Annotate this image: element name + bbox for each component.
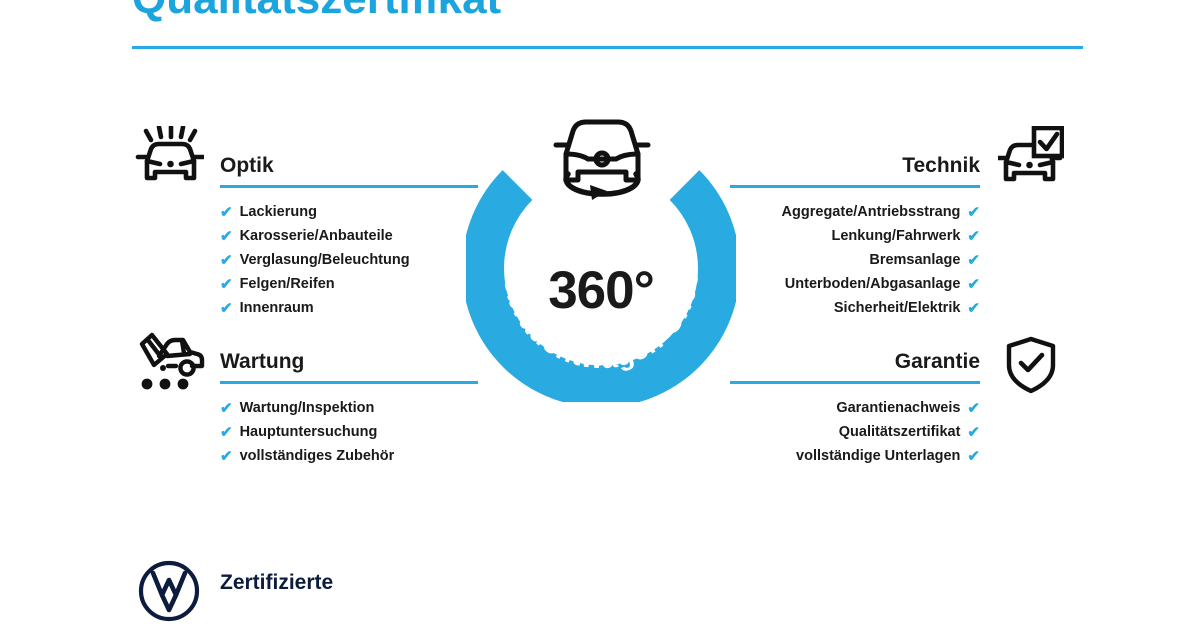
section-optik-list: ✔ Lackierung ✔ Karosserie/Anbauteile ✔ Verg… xyxy=(220,200,478,320)
check-icon: ✔ xyxy=(220,227,233,245)
list-item-label: Hauptuntersuchung xyxy=(239,424,378,440)
section-technik-divider xyxy=(730,185,980,188)
list-item: ✔ Lackierung xyxy=(220,200,478,224)
list-item-label: Unterboden/Abgasanlage xyxy=(784,276,961,292)
list-item-label: Wartung/Inspektion xyxy=(239,400,375,416)
check-icon: ✔ xyxy=(967,251,980,269)
list-item: Lenkung/Fahrwerk ✔ xyxy=(730,224,981,248)
list-item: vollständige Unterlagen ✔ xyxy=(730,444,980,468)
list-item: Bremsanlage ✔ xyxy=(730,248,980,272)
badge-ring: Gebrauchtwagen-Check xyxy=(466,140,736,402)
section-optik-divider xyxy=(220,185,478,188)
list-item-label: Lenkung/Fahrwerk xyxy=(831,228,961,244)
car-service-pencil-icon xyxy=(134,332,206,397)
section-garantie-divider xyxy=(730,381,980,384)
check-icon: ✔ xyxy=(967,299,980,317)
section-wartung-divider xyxy=(220,381,478,384)
list-item-label: Karosserie/Anbauteile xyxy=(239,228,393,244)
section-garantie-list: Garantienachweis ✔ Qualitätszertifikat ✔ v… xyxy=(730,396,980,468)
section-optik-header: Optik xyxy=(220,148,478,188)
section-technik-header: Technik xyxy=(730,148,980,188)
certificate-page: Qualitätszertifikat xyxy=(132,0,1083,622)
list-item: ✔ Hauptuntersuchung xyxy=(220,420,478,444)
badge-center-label: 360° xyxy=(548,261,655,320)
car-rotate-360-icon xyxy=(553,119,651,200)
car-front-checkbox-icon xyxy=(995,125,1065,193)
list-item-label: Aggregate/Antriebsstrang xyxy=(781,204,961,220)
section-wartung-header: Wartung xyxy=(220,344,478,384)
section-garantie-header: Garantie xyxy=(730,344,980,384)
list-item: Sicherheit/Elektrik ✔ xyxy=(730,296,980,320)
section-technik-title: Technik xyxy=(902,154,980,177)
check-icon: ✔ xyxy=(967,399,980,417)
section-wartung-title: Wartung xyxy=(220,350,305,373)
list-item: ✔ vollständiges Zubehör xyxy=(220,444,478,468)
check-icon: ✔ xyxy=(967,447,980,465)
footer-label: Zertifizierte xyxy=(220,571,334,594)
list-item-label: Verglasung/Beleuchtung xyxy=(239,252,410,268)
shield-check-icon xyxy=(1004,336,1058,399)
list-item: ✔ Karosserie/Anbauteile xyxy=(220,224,478,248)
section-garantie-title: Garantie xyxy=(894,350,980,373)
vw-logo-icon xyxy=(138,560,200,627)
section-technik: Technik Aggregate/Antriebsstrang ✔ Lenkun… xyxy=(730,148,980,320)
list-item-label: vollständige Unterlagen xyxy=(796,448,961,464)
list-item-label: Sicherheit/Elektrik xyxy=(833,300,961,316)
list-item: ✔ Wartung/Inspektion xyxy=(220,396,478,420)
check-icon: ✔ xyxy=(220,447,233,465)
section-technik-list: Aggregate/Antriebsstrang ✔ Lenkung/Fahrwe… xyxy=(730,200,980,320)
check-icon: ✔ xyxy=(967,423,980,441)
list-item-label: Bremsanlage xyxy=(869,252,961,268)
list-item: ✔ Verglasung/Beleuchtung xyxy=(220,248,478,272)
page-title: Qualitätszertifikat xyxy=(132,0,501,24)
list-item-label: Felgen/Reifen xyxy=(239,276,335,292)
check-icon: ✔ xyxy=(967,203,980,221)
list-item-label: Garantienachweis xyxy=(836,400,961,416)
list-item: Unterboden/Abgasanlage ✔ xyxy=(730,272,980,296)
list-item: Aggregate/Antriebsstrang ✔ xyxy=(730,200,980,224)
car-front-lights-icon xyxy=(134,124,206,193)
section-garantie: Garantie Garantienachweis ✔ Qualitätszert… xyxy=(730,344,980,468)
list-item-label: vollständiges Zubehör xyxy=(239,448,395,464)
list-item: Garantienachweis ✔ xyxy=(730,396,980,420)
check-icon: ✔ xyxy=(220,275,233,293)
check-icon: ✔ xyxy=(967,275,980,293)
list-item: ✔ Innenraum xyxy=(220,296,478,320)
list-item: Qualitätszertifikat ✔ xyxy=(730,420,980,444)
list-item-label: Lackierung xyxy=(239,204,317,220)
check-icon: ✔ xyxy=(220,399,233,417)
section-optik-title: Optik xyxy=(220,154,274,177)
section-wartung-list: ✔ Wartung/Inspektion ✔ Hauptuntersuchung ✔… xyxy=(220,396,478,468)
section-wartung: Wartung ✔ Wartung/Inspektion ✔ Hauptunters… xyxy=(220,344,478,468)
badge-360-gebrauchtwagen-check: Gebrauchtwagen-Check 360° xyxy=(466,112,736,402)
list-item-label: Innenraum xyxy=(239,300,314,316)
check-icon: ✔ xyxy=(220,423,233,441)
check-icon: ✔ xyxy=(967,227,980,245)
list-item-label: Qualitätszertifikat xyxy=(838,424,961,440)
list-item: ✔ Felgen/Reifen xyxy=(220,272,478,296)
check-icon: ✔ xyxy=(220,299,233,317)
check-icon: ✔ xyxy=(220,203,233,221)
section-optik: Optik ✔ Lackierung ✔ Karosserie/Anbauteile… xyxy=(220,148,478,320)
check-icon: ✔ xyxy=(220,251,233,269)
title-divider xyxy=(132,46,1083,49)
